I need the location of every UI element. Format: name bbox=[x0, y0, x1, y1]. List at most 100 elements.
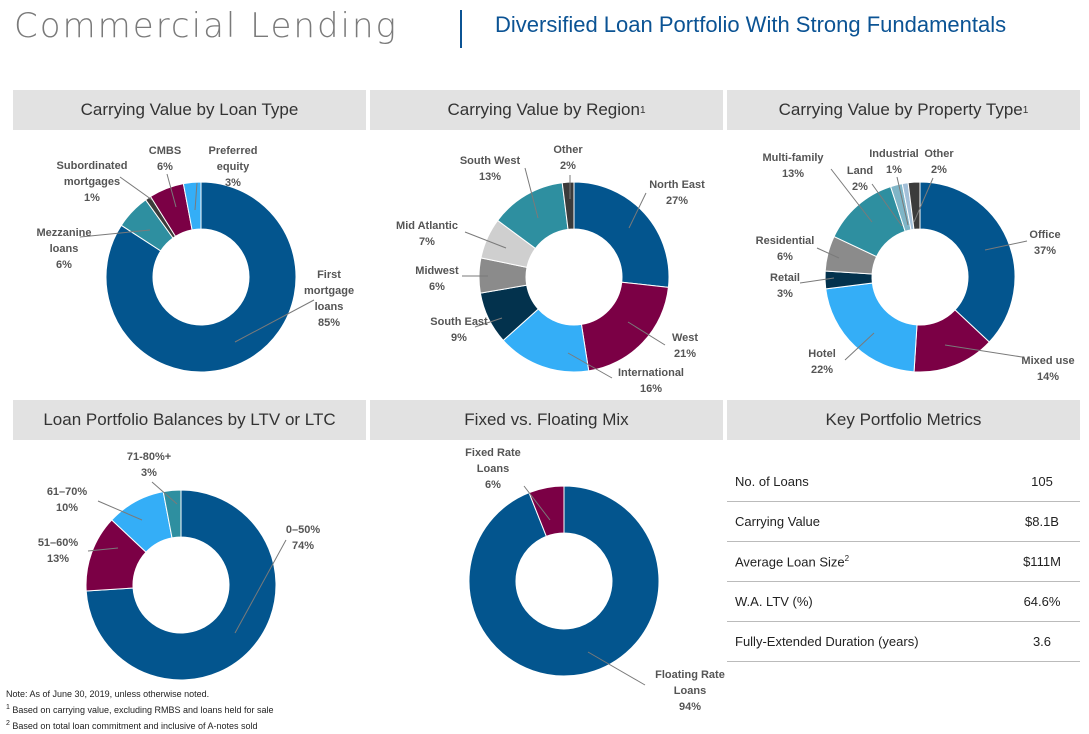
leader-line bbox=[151, 481, 178, 505]
slice-percent-label: 27% bbox=[666, 195, 688, 207]
slice-label: Preferred bbox=[209, 145, 258, 157]
slice-label: 61–70% bbox=[47, 486, 88, 498]
leader-line bbox=[628, 192, 647, 229]
slice-percent-label: 74% bbox=[292, 540, 314, 552]
slice-percent-label: 37% bbox=[1034, 245, 1056, 257]
leader-line bbox=[871, 183, 903, 227]
slice-label: Residential bbox=[756, 235, 815, 247]
slice-percent-label: 7% bbox=[419, 236, 435, 248]
slice-percent-label: 14% bbox=[1037, 371, 1059, 383]
title-divider bbox=[460, 10, 462, 48]
slice-label: Mid Atlantic bbox=[396, 220, 458, 232]
metric-row: Carrying Value $8.1B bbox=[727, 502, 1080, 542]
metric-value: 105 bbox=[1031, 474, 1053, 489]
leader-line bbox=[464, 231, 507, 249]
slice-label: mortgage bbox=[304, 285, 354, 297]
slice-percent-label: 13% bbox=[479, 171, 501, 183]
slice-percent-label: 3% bbox=[225, 177, 241, 189]
footnote: 1 Based on carrying value, excluding RMB… bbox=[6, 704, 274, 715]
leader-line bbox=[944, 344, 1023, 358]
slice-percent-label: 10% bbox=[56, 502, 78, 514]
metrics-title-text: Key Portfolio Metrics bbox=[825, 410, 982, 429]
footnote: 2 Based on total loan commitment and inc… bbox=[6, 720, 258, 731]
leader-line bbox=[523, 485, 551, 521]
slice-label: Subordinated bbox=[57, 160, 128, 172]
slice-label: Floating Rate bbox=[655, 669, 725, 681]
slice-label: Mixed use bbox=[1021, 355, 1074, 367]
slice-percent-label: 16% bbox=[640, 383, 662, 395]
leader-line bbox=[799, 277, 835, 284]
chart-title-text: Carrying Value by Region bbox=[447, 100, 640, 119]
donut-slice bbox=[85, 489, 277, 681]
slice-label: Mezzanine bbox=[36, 227, 91, 239]
slice-label: Loans bbox=[477, 463, 509, 475]
slice-label: loans bbox=[315, 301, 344, 313]
slice-label: West bbox=[672, 332, 698, 344]
donut-slice bbox=[561, 181, 575, 230]
leader-line bbox=[234, 299, 315, 343]
leader-line bbox=[474, 317, 503, 328]
page-subtitle: Diversified Loan Portfolio With Strong F… bbox=[495, 12, 1007, 37]
slice-label: CMBS bbox=[149, 145, 181, 157]
leader-line bbox=[984, 240, 1028, 251]
leader-line bbox=[194, 182, 198, 211]
metric-row: Fully-Extended Duration (years) 3.6 bbox=[727, 622, 1080, 662]
metric-row: W.A. LTV (%) 64.6% bbox=[727, 582, 1080, 622]
slice-label: mortgages bbox=[64, 176, 120, 188]
metric-label: W.A. LTV (%) bbox=[735, 594, 813, 609]
metric-value: 3.6 bbox=[1032, 634, 1052, 649]
chart-title-fixed-floating: Fixed vs. Floating Mix bbox=[370, 400, 723, 440]
metric-row: Average Loan Size2 $111M bbox=[727, 542, 1080, 582]
footnotes: Note: As of June 30, 2019, unless otherw… bbox=[6, 688, 274, 733]
slice-percent-label: 13% bbox=[782, 168, 804, 180]
chart-title-text: Loan Portfolio Balances by LTV or LTC bbox=[43, 410, 336, 429]
slice-percent-label: 2% bbox=[560, 160, 576, 172]
leader-line bbox=[913, 177, 934, 223]
slice-percent-label: 9% bbox=[451, 332, 467, 344]
leader-line bbox=[567, 352, 613, 379]
slice-label: Midwest bbox=[415, 265, 459, 277]
leader-line bbox=[97, 500, 143, 521]
leader-line bbox=[627, 321, 666, 346]
metric-value: $111M bbox=[1023, 554, 1061, 569]
slice-label: Loans bbox=[674, 685, 706, 697]
slice-label: First bbox=[317, 269, 341, 281]
chart-title-footnote: 1 bbox=[639, 104, 646, 116]
donut-slice bbox=[919, 181, 1016, 343]
slice-label: Hotel bbox=[808, 348, 836, 360]
slice-percent-label: 1% bbox=[84, 192, 100, 204]
slice-label: Multi-family bbox=[762, 152, 824, 164]
slice-label: Other bbox=[924, 148, 954, 160]
slice-percent-label: 13% bbox=[47, 553, 69, 565]
slice-percent-label: 2% bbox=[931, 164, 947, 176]
metric-label: No. of Loans bbox=[735, 474, 809, 489]
chart-title-footnote: 1 bbox=[1022, 104, 1029, 116]
chart-title-property-type: Carrying Value by Property Type 1 bbox=[727, 90, 1080, 130]
slice-label: 0–50% bbox=[286, 524, 320, 536]
slice-percent-label: 94% bbox=[679, 701, 701, 713]
footnote: Note: As of June 30, 2019, unless otherw… bbox=[6, 689, 210, 699]
slice-label: South West bbox=[460, 155, 521, 167]
metrics-title: Key Portfolio Metrics bbox=[727, 400, 1080, 440]
chart-title-loan-type: Carrying Value by Loan Type bbox=[13, 90, 366, 130]
donut-slice bbox=[580, 281, 669, 372]
slice-percent-label: 21% bbox=[674, 348, 696, 360]
slice-label: Other bbox=[553, 144, 583, 156]
slice-label: equity bbox=[217, 161, 250, 173]
metric-label: Average Loan Size2 bbox=[735, 553, 850, 570]
donut-slice bbox=[162, 489, 182, 539]
leader-line bbox=[166, 173, 177, 208]
slice-percent-label: 6% bbox=[485, 479, 501, 491]
page-title: Commercial Lending bbox=[14, 6, 398, 46]
donut-slice bbox=[468, 485, 660, 677]
slice-label: Office bbox=[1029, 229, 1060, 241]
metric-row: No. of Loans 105 bbox=[727, 462, 1080, 502]
slice-label: International bbox=[618, 367, 684, 379]
metric-label: Carrying Value bbox=[735, 514, 821, 529]
slice-percent-label: 3% bbox=[777, 288, 793, 300]
slice-percent-label: 85% bbox=[318, 317, 340, 329]
slice-label: 71-80%+ bbox=[127, 451, 171, 463]
leader-line bbox=[587, 651, 646, 686]
donut-slice bbox=[528, 485, 565, 538]
slice-label: loans bbox=[50, 243, 79, 255]
